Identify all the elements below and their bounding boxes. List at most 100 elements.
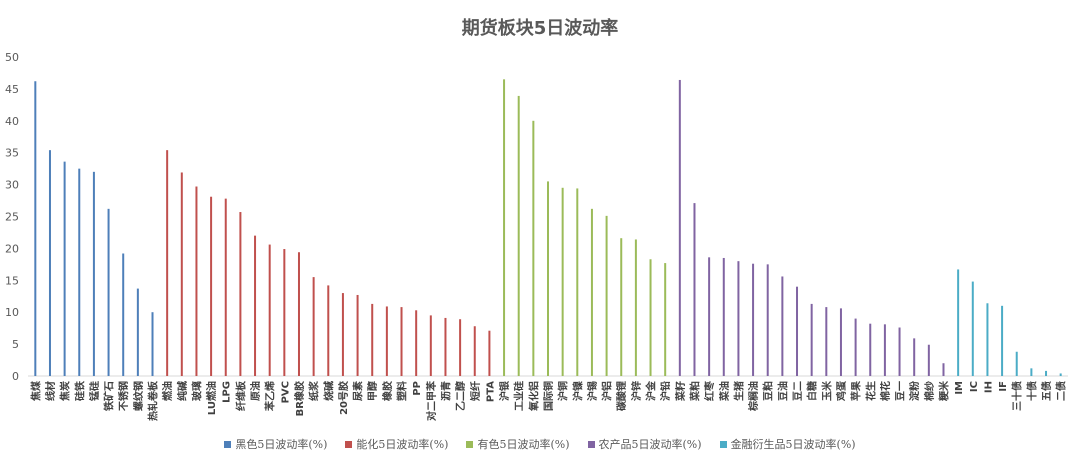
bar: [766, 264, 769, 376]
legend-label: 能化5日波动率(%): [356, 438, 449, 451]
bar: [796, 286, 799, 376]
chart-title: 期货板块5日波动率: [461, 18, 619, 39]
bar: [400, 307, 403, 376]
bar: [781, 276, 784, 376]
bar: [151, 312, 154, 376]
bar: [268, 244, 271, 376]
bar: [239, 212, 242, 376]
x-tick-label: 线材: [44, 381, 57, 401]
bar: [224, 198, 227, 376]
bar: [371, 303, 374, 376]
x-tick-label: 沪铜: [557, 381, 570, 401]
x-tick-label: 沪锡: [586, 381, 599, 401]
x-tick-label: IM: [954, 381, 965, 395]
legend-swatch: [224, 440, 232, 448]
x-tick-label: 烧碱: [322, 381, 335, 401]
x-tick-label: 苯乙烯: [264, 381, 277, 412]
x-tick-label: LU燃油: [205, 381, 218, 415]
y-tick-label: 50: [5, 51, 19, 64]
legend-item: 金融衍生品5日波动率(%): [719, 436, 856, 452]
legend-item: 有色5日波动率(%): [466, 436, 570, 452]
y-tick-label: 5: [12, 338, 19, 351]
bar: [517, 95, 520, 376]
bar: [825, 307, 828, 376]
bar: [532, 120, 535, 376]
x-tick-label: IF: [998, 381, 1009, 392]
y-tick-label: 25: [5, 211, 19, 224]
bar: [649, 259, 652, 376]
legend-label: 有色5日波动率(%): [477, 438, 570, 451]
x-tick-label: 沪锌: [630, 381, 643, 401]
x-tick-label: 苹果: [850, 380, 863, 401]
x-tick-label: 玉米: [820, 380, 833, 401]
x-tick-label: 热轧卷板: [147, 380, 160, 421]
bar: [210, 196, 213, 376]
y-tick-label: 20: [5, 242, 19, 255]
bar: [1015, 351, 1018, 376]
bar: [854, 318, 857, 376]
x-tick-label: 工业硅: [513, 381, 526, 411]
legend-label: 黑色5日波动率(%): [235, 438, 328, 451]
x-tick-label: 焦煤: [29, 381, 42, 402]
x-tick-label: PTA: [485, 381, 496, 402]
x-tick-label: 豆二: [792, 381, 804, 401]
bar: [415, 310, 418, 376]
bar: [473, 326, 476, 376]
bar: [722, 257, 725, 376]
bar: [883, 324, 886, 376]
bar: [385, 306, 388, 376]
bar: [547, 181, 549, 376]
x-tick-label: 20号胶: [337, 381, 350, 415]
bar: [664, 263, 667, 376]
bar: [561, 187, 564, 376]
x-tick-label: 棕榈油: [747, 381, 760, 412]
bar: [34, 81, 37, 376]
bar: [971, 281, 974, 376]
x-tick-label: 红枣: [703, 380, 716, 401]
legend-item: 能化5日波动率(%): [345, 436, 448, 452]
y-tick-label: 15: [5, 274, 19, 287]
x-tick-label: 玻璃: [190, 381, 203, 401]
bar: [590, 208, 593, 376]
x-tick-label: 橡胶: [381, 381, 394, 401]
x-tick-label: 纸浆: [308, 380, 321, 401]
x-tick-label: 菜油: [718, 381, 731, 402]
x-tick-label: 碳酸锂: [615, 381, 628, 411]
bar: [957, 269, 960, 376]
x-tick-label: 沥青: [439, 381, 452, 401]
x-tick-label: 铁矿石: [103, 381, 116, 411]
x-tick-label: 棉纱: [923, 381, 936, 401]
x-tick-label: 不锈钢: [117, 381, 130, 411]
x-tick-label: 三十债: [1011, 381, 1024, 411]
legend-item: 农产品5日波动率(%): [587, 436, 702, 452]
bar: [122, 253, 125, 376]
bar: [459, 319, 462, 376]
x-tick-label: BR橡胶: [293, 381, 306, 416]
bar: [678, 79, 681, 376]
bar: [605, 215, 608, 376]
bar: [986, 303, 989, 376]
bar: [180, 172, 183, 376]
x-tick-label: 沪金: [645, 380, 658, 401]
y-tick-label: 0: [12, 370, 19, 383]
y-tick-label: 10: [5, 306, 19, 319]
bar: [283, 249, 286, 376]
legend-label: 金融衍生品5日波动率(%): [730, 438, 856, 451]
x-tick-label: 沪银: [498, 380, 511, 401]
x-tick-label: 乙二醇: [454, 381, 467, 411]
x-tick-label: 对二甲苯: [425, 380, 438, 421]
x-tick-label: 五债: [1040, 381, 1053, 401]
bar: [620, 238, 623, 376]
x-tick-label: 粳米: [937, 380, 950, 402]
x-tick-label: 鸡蛋: [835, 381, 848, 402]
x-tick-label: 原油: [249, 381, 262, 401]
bar: [1001, 305, 1004, 376]
legend-swatch: [466, 440, 474, 448]
bar: [254, 235, 257, 376]
x-tick-label: 尿素: [352, 381, 365, 401]
x-tick-label: IH: [983, 381, 994, 393]
legend-swatch: [587, 440, 595, 448]
legend-swatch: [719, 440, 727, 448]
bar: [693, 203, 696, 376]
